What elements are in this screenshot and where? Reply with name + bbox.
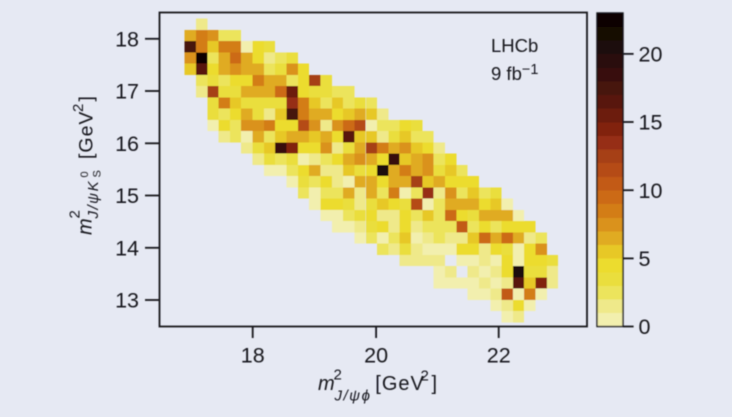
- svg-text:m: m: [75, 218, 97, 235]
- svg-text:14: 14: [115, 237, 139, 261]
- svg-text:10: 10: [639, 179, 663, 203]
- svg-text:20: 20: [639, 43, 663, 67]
- svg-text:0: 0: [639, 315, 651, 339]
- svg-text:]: ]: [76, 96, 98, 101]
- svg-text:0: 0: [79, 171, 91, 177]
- svg-text:18: 18: [115, 28, 139, 52]
- svg-text:J/ψK: J/ψK: [85, 180, 102, 220]
- svg-text:16: 16: [115, 132, 139, 156]
- svg-text:15: 15: [639, 111, 663, 135]
- svg-text:2: 2: [70, 104, 87, 112]
- svg-text:S: S: [92, 170, 104, 177]
- svg-text:20: 20: [364, 344, 388, 368]
- svg-text:17: 17: [115, 80, 139, 104]
- svg-text:LHCb: LHCb: [491, 35, 538, 56]
- svg-text:2: 2: [334, 367, 342, 384]
- svg-text:22: 22: [487, 344, 511, 368]
- svg-text:2: 2: [67, 210, 84, 218]
- svg-text:2: 2: [421, 368, 429, 385]
- svg-text:13: 13: [115, 289, 139, 313]
- svg-text:J/ψϕ: J/ψϕ: [334, 388, 372, 405]
- svg-text:]: ]: [432, 373, 438, 395]
- svg-text:5: 5: [639, 247, 651, 271]
- svg-text:15: 15: [115, 184, 139, 208]
- svg-text:m: m: [318, 373, 335, 395]
- svg-text:18: 18: [241, 344, 265, 368]
- svg-text:[GeV: [GeV: [375, 373, 425, 395]
- svg-text:[GeV: [GeV: [76, 111, 98, 159]
